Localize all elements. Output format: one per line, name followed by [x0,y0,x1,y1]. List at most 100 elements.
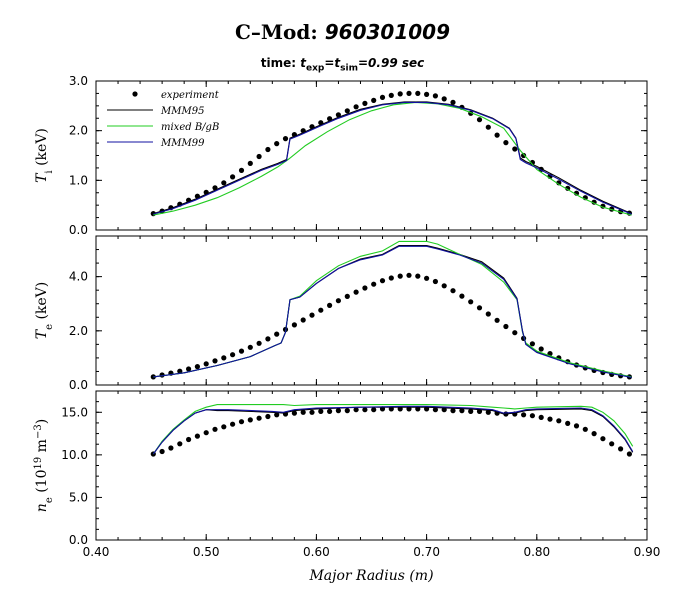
data-point-experiment [485,124,491,130]
data-point-experiment [441,96,447,102]
x-tick-label: 0.50 [193,545,220,559]
data-point-experiment [371,407,377,413]
data-point-experiment [521,152,527,159]
y-axis-label-part: (keV) [34,128,50,170]
data-point-experiment [388,275,394,281]
panel-3-ytick-label: 15.0 [61,405,88,419]
series-line-mmm99 [153,245,632,378]
data-point-experiment [265,336,271,342]
data-point-experiment [565,420,571,426]
data-point-experiment [459,408,465,414]
data-point-experiment [203,361,209,367]
subtitle-t1: t [300,56,306,70]
data-point-experiment [468,408,474,414]
data-point-experiment [371,97,377,103]
data-point-experiment [203,430,209,436]
data-point-experiment [388,92,394,98]
data-point-experiment [159,448,165,455]
data-point-experiment [556,180,562,186]
data-point-experiment [362,100,368,106]
subtitle-exp: exp [306,63,325,74]
data-point-experiment [247,417,253,423]
data-point-experiment [212,358,218,364]
y-axis-label-part: T [34,328,50,339]
data-point-experiment [353,104,359,110]
panel-3-ytick-label: 5.0 [69,490,88,504]
data-point-experiment [335,408,341,414]
panel-1-frame [95,80,648,231]
y-axis-label-part: ) [34,419,50,424]
data-point-experiment [459,293,465,299]
data-point-experiment [415,273,421,279]
legend-marker-experiment [132,91,138,97]
data-point-experiment [432,93,438,99]
data-point-experiment [274,331,280,337]
data-point-experiment [265,146,271,153]
data-point-experiment [512,146,518,152]
panel-1-ytick-label: 2.0 [69,124,88,138]
y-axis-label-part: e [44,324,55,330]
data-point-experiment [291,322,297,328]
series-line-mixed-b-gb [153,101,632,216]
data-point-experiment [221,424,227,430]
data-point-experiment [335,298,341,304]
data-point-experiment [424,275,430,281]
y-axis-label-part: i [44,170,55,173]
chart-title: C–Mod: 960301009 [0,20,685,44]
panel-3-y-axis-label: ne (1019 m−3) [33,419,55,512]
data-point-experiment [406,90,412,96]
data-point-experiment [494,132,500,138]
data-point-experiment [468,299,474,305]
data-point-experiment [397,91,403,97]
data-point-experiment [230,174,236,180]
data-point-experiment [344,408,350,414]
data-point-experiment [503,140,509,146]
data-point-experiment [441,283,447,289]
data-point-experiment [318,408,324,414]
data-point-experiment [256,340,262,346]
chart-subtitle: time: texp=tsim=0.99 sec [0,56,685,73]
legend-label: MMM99 [160,138,205,149]
data-point-experiment [618,446,624,452]
data-point-experiment [309,312,315,318]
data-point-experiment [282,136,289,142]
data-point-experiment [432,407,438,413]
data-point-experiment [247,160,253,166]
data-point-experiment [168,445,174,451]
data-point-experiment [221,180,227,186]
legend-label: MMM95 [160,106,204,117]
subtitle-sim: sim [340,63,358,74]
y-axis-label-part: m [34,439,50,457]
series-line-mmm99 [152,405,634,455]
data-point-experiment [238,167,245,173]
x-tick-label: 0.70 [413,545,440,559]
data-point-experiment [415,90,421,96]
y-axis-label-part: (10 [34,470,50,498]
subtitle-value: =0.99 sec [358,56,425,70]
series-line-mmm95 [152,406,634,455]
data-point-experiment [327,408,333,414]
panel-1-y-axis-label: Ti (keV) [34,128,55,183]
panel-2-ytick-label: 0.0 [69,378,88,392]
data-point-experiment [230,352,236,358]
panel-3-ytick-label: 0.0 [69,533,88,547]
legend-label: experiment [161,90,220,101]
data-point-experiment [327,302,333,308]
panel-2-frame [95,235,648,386]
data-point-experiment [300,409,306,415]
data-point-experiment [230,421,236,427]
data-point-experiment [150,374,156,380]
data-point-experiment [256,153,262,160]
panel-1-ytick-label: 3.0 [69,74,88,88]
panel-2-ytick-label: 2.0 [69,324,88,338]
data-point-experiment [591,431,597,437]
x-tick-label: 0.80 [523,545,550,559]
data-point-experiment [547,416,553,422]
data-point-experiment [353,289,359,295]
panel-2-ytick-label: 4.0 [69,270,88,284]
data-point-experiment [177,368,183,374]
panel-1-ytick-label: 1.0 [69,173,88,187]
y-axis-label-part: e [44,497,55,503]
panel-3-ytick-label: 10.0 [61,448,88,462]
series-line-mixed-b-gb [152,404,634,455]
